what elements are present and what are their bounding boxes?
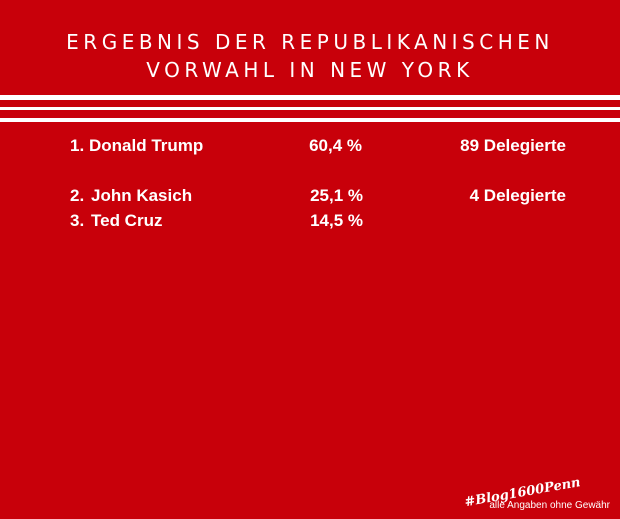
result-rank: 3. [70,211,85,230]
title-line-2: VORWAHL IN NEW YORK [146,58,474,82]
result-name: Donald Trump [89,136,204,155]
result-percent: 14,5 % [310,211,363,230]
result-row-2: 2. John Kasich 25,1 % 4 Delegierte [0,186,620,210]
result-rank: 1. [70,136,85,155]
result-row-3: 3. Ted Cruz 14,5 % [0,211,620,235]
divider-stripe-top [0,95,620,100]
result-row-1: 1. Donald Trump 60,4 % 89 Delegierte [0,136,620,160]
result-name: Ted Cruz [91,211,163,230]
result-delegates: 89 Delegierte [460,136,566,155]
divider-stripe-middle [0,107,620,110]
divider-stripe-bottom [0,118,620,122]
result-delegates: 4 Delegierte [469,186,566,205]
result-percent: 60,4 % [309,136,362,155]
title-line-1: ERGEBNIS DER REPUBLIKANISCHEN [66,30,554,54]
disclaimer-footnote: alle Angaben ohne Gewähr [489,500,610,511]
result-rank: 2. [70,186,85,205]
result-percent: 25,1 % [310,186,363,205]
result-name: John Kasich [91,186,193,205]
